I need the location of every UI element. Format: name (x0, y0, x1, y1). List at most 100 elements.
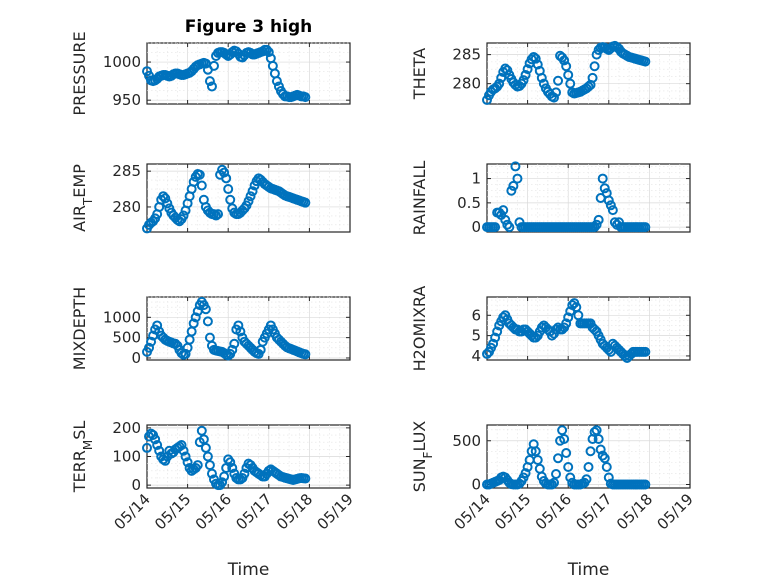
y-axis-label-part: AIR (70, 205, 89, 232)
data-point (202, 316, 213, 327)
data-point (620, 350, 631, 361)
data-point (506, 185, 517, 196)
x-tick-label: 05/14 (451, 490, 494, 533)
data-point (300, 473, 311, 484)
y-axis-label: MIXDEPTH (70, 287, 89, 370)
data-point (591, 49, 602, 60)
data-point (482, 94, 492, 105)
y-axis-label-subscript: T (81, 197, 95, 206)
data-point (557, 425, 568, 436)
data-point (599, 453, 610, 464)
y-tick-label: 200 (112, 419, 141, 437)
y-axis-label-subscript: F (421, 451, 435, 458)
data-point (595, 444, 606, 455)
axes-air-temp: 280 285 AIRTEMP (70, 162, 351, 234)
data-point (522, 64, 533, 75)
data-point (496, 72, 507, 83)
data-point (502, 219, 513, 230)
data-point (581, 474, 592, 485)
data-point (504, 222, 515, 233)
y-axis-label-part: SL (70, 421, 89, 440)
data-point (551, 469, 562, 479)
y-tick-label: 0 (131, 349, 141, 367)
data-point (488, 338, 499, 349)
data-point (512, 173, 523, 184)
x-tick-label: 05/19 (654, 490, 697, 533)
data-point (609, 217, 620, 228)
y-tick-label: 280 (452, 75, 481, 93)
data-point (160, 193, 171, 204)
data-point (593, 214, 604, 225)
data-point (235, 326, 246, 337)
data-point (520, 468, 531, 479)
data-point (494, 78, 505, 89)
data-point (152, 320, 163, 331)
data-point (204, 460, 215, 471)
data-point (559, 55, 570, 66)
y-axis-label: PRESSURE (70, 31, 89, 115)
data-point (188, 318, 199, 329)
data-point (589, 427, 600, 437)
data-point (565, 472, 576, 483)
data-point (196, 425, 207, 436)
data-point (563, 69, 574, 80)
data-point (601, 462, 612, 472)
data-point (225, 194, 236, 205)
data-point (553, 75, 564, 86)
y-tick-label: 0 (471, 476, 481, 494)
data-point (548, 477, 559, 488)
data-point (502, 65, 513, 76)
data-point (492, 326, 503, 337)
data-point (587, 72, 598, 83)
x-tick-label: 05/19 (314, 490, 357, 533)
data-point (229, 338, 240, 349)
y-tick-label: 6 (471, 306, 481, 324)
data-point (565, 78, 576, 89)
y-tick-label: 285 (452, 46, 481, 64)
y-tick-label: 280 (112, 198, 141, 216)
axes-mixdepth: 0 500 1000 MIXDEPTH (70, 287, 351, 370)
data-point (585, 446, 596, 457)
data-point (640, 222, 651, 233)
data-point (300, 197, 311, 208)
data-point (208, 60, 219, 71)
data-point (243, 196, 254, 207)
y-tick-label: 500 (452, 432, 481, 450)
y-axis-label: THETA (410, 48, 429, 100)
data-point (603, 472, 614, 483)
y-axis-label: H2OMIXRA (410, 286, 429, 372)
x-tick-label: 05/16 (532, 490, 575, 533)
x-axis-label: Time (227, 560, 270, 580)
y-axis-label-part: LUX (410, 421, 429, 452)
data-point (142, 442, 152, 453)
data-point (198, 434, 209, 445)
data-point (563, 312, 574, 323)
axes-pressure: 950 1000 PRESSURE Figure 3 high (70, 17, 351, 116)
data-point (553, 453, 564, 464)
x-tick-label: 05/17 (572, 490, 615, 533)
data-point (176, 440, 187, 451)
y-tick-label: 0 (471, 218, 481, 236)
data-point (217, 477, 228, 488)
data-point (202, 451, 213, 462)
data-point (530, 446, 541, 457)
data-point (548, 92, 559, 103)
data-point (597, 173, 608, 184)
data-point (599, 183, 610, 194)
x-tick-label: 05/14 (111, 490, 154, 533)
data-point (150, 434, 161, 445)
data-point (559, 434, 570, 444)
data-point (640, 56, 651, 67)
y-tick-label: 1000 (103, 53, 141, 71)
data-point (561, 61, 572, 72)
data-point (188, 176, 199, 187)
data-point (146, 336, 157, 347)
data-point (152, 440, 163, 451)
data-point (520, 69, 531, 80)
y-tick-label: 0 (131, 476, 141, 494)
data-point (200, 442, 211, 453)
data-point (583, 81, 594, 92)
data-point (640, 346, 651, 357)
